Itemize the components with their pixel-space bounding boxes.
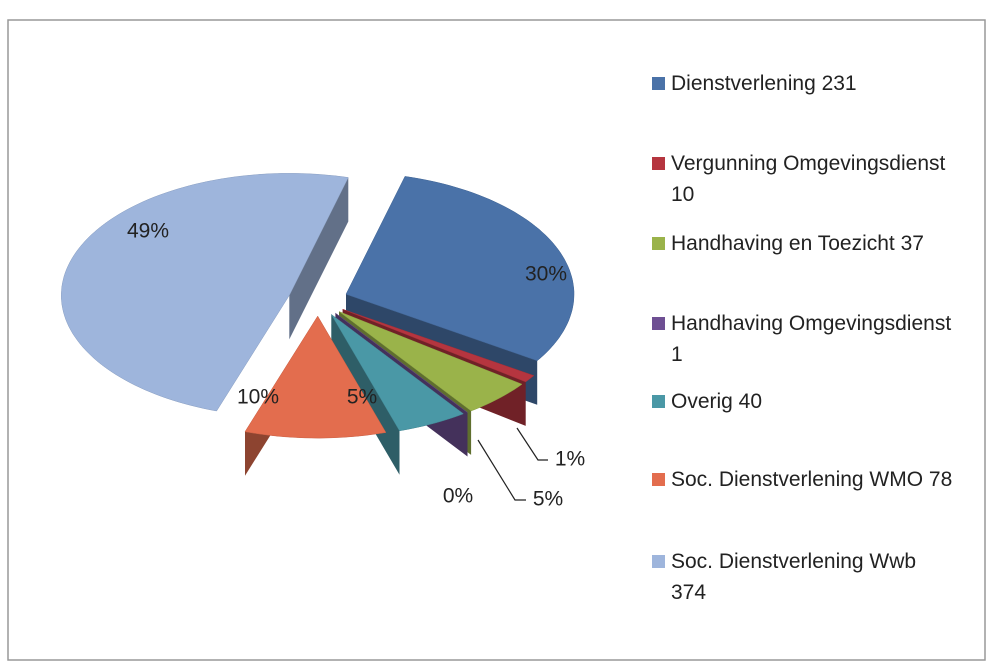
slice-side (339, 311, 522, 455)
slice (338, 311, 523, 412)
legend-label: Overig 40 (671, 390, 763, 413)
slice (342, 308, 535, 383)
leader-line (477, 439, 526, 501)
legend-swatch (652, 317, 665, 330)
legend-label: Soc. Dienstverlening Wwb 374 (671, 550, 917, 604)
data-label: 30% (525, 263, 567, 286)
legend-label: Dienstverlening 231 (671, 72, 857, 95)
legend-item: Vergunning Omgevingsdienst 10 (652, 148, 953, 210)
data-label: 0% (443, 485, 473, 508)
legend-swatch (652, 157, 665, 170)
legend-label: Vergunning Omgevingsdienst 10 (671, 152, 946, 206)
legend-label: Handhaving en Toezicht 37 (671, 232, 924, 255)
legend-label: Handhaving Omgevingsdienst 1 (671, 312, 952, 366)
data-label: 10% (237, 386, 279, 409)
leader-line (516, 427, 548, 461)
data-label: 1% (555, 448, 585, 471)
legend-item: Soc. Dienstverlening WMO 78 (652, 464, 953, 495)
legend-swatch (652, 237, 665, 250)
legend-swatch (652, 555, 665, 568)
data-label: 49% (127, 220, 169, 243)
data-label: 5% (533, 488, 563, 511)
legend-swatch (652, 395, 665, 408)
legend-label: Soc. Dienstverlening WMO 78 (671, 468, 953, 491)
legend-item: Handhaving en Toezicht 37 (652, 228, 953, 259)
slice (345, 176, 575, 361)
slice (331, 314, 464, 432)
legend-item: Overig 40 (652, 386, 953, 417)
legend-swatch (652, 77, 665, 90)
data-label: 5% (347, 386, 377, 409)
legend-swatch (652, 473, 665, 486)
slice (335, 312, 468, 413)
slice (244, 315, 387, 439)
legend-item: Handhaving Omgevingsdienst 1 (652, 308, 953, 370)
legend-item: Dienstverlening 231 (652, 68, 953, 99)
slice (61, 173, 349, 412)
legend-item: Soc. Dienstverlening Wwb 374 (652, 546, 953, 608)
